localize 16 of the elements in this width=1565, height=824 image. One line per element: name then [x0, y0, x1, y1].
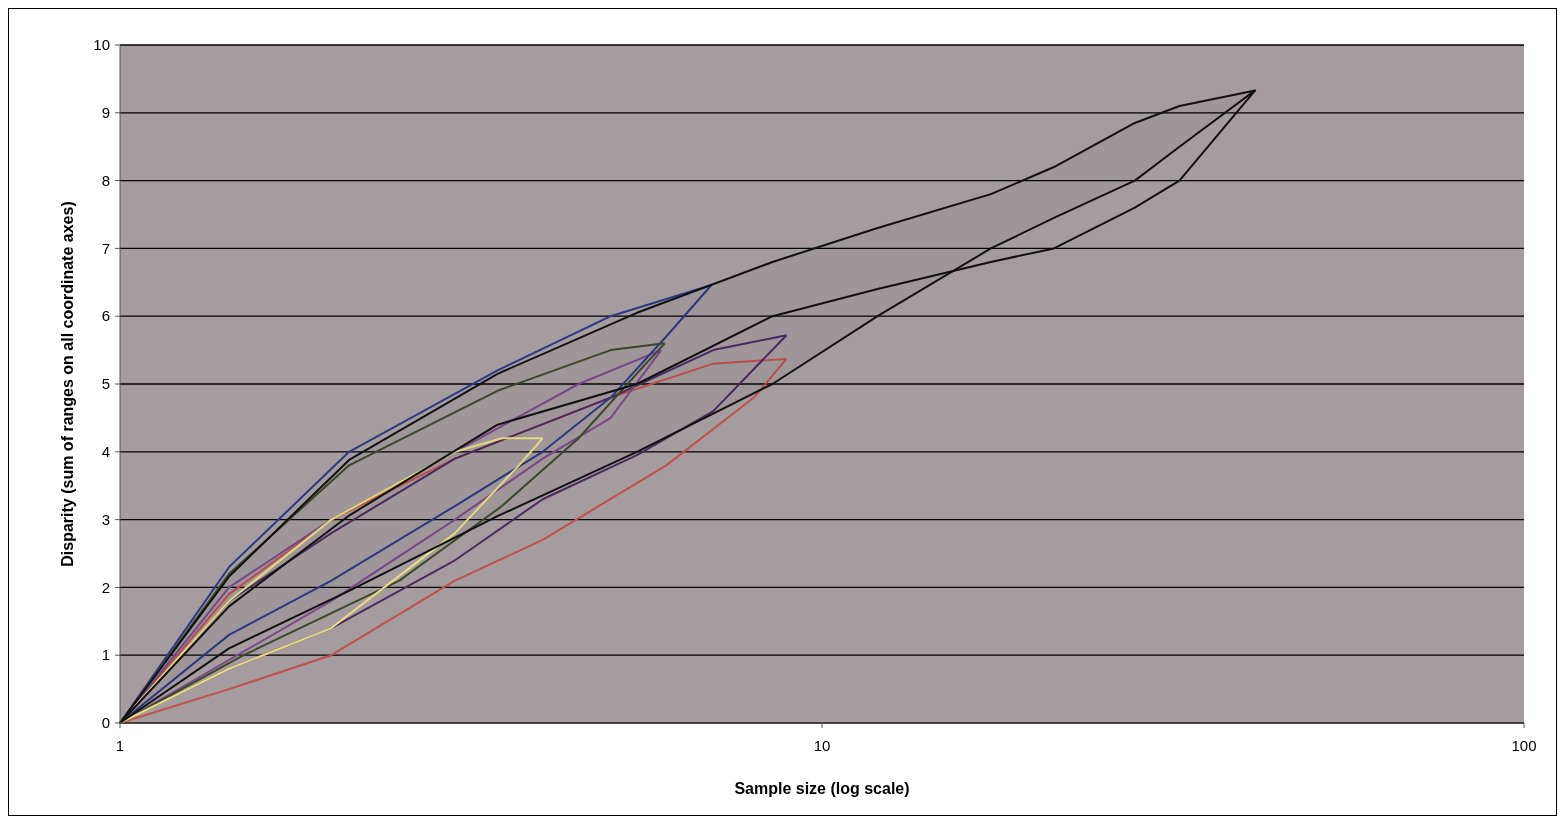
y-tick-label: 0	[101, 714, 110, 732]
y-axis-title: Disparity (sum of ranges on all coordinate axes)	[59, 201, 76, 567]
x-axis-title: Sample size (log scale)	[734, 780, 910, 797]
x-tick-label: 100	[1511, 737, 1537, 754]
y-tick-label: 10	[93, 36, 110, 54]
y-tick-label: 6	[101, 307, 110, 325]
y-tick-label: 9	[101, 104, 110, 122]
y-tick-label: 4	[101, 443, 110, 461]
y-tick-label: 1	[101, 646, 110, 664]
y-tick-label: 2	[101, 578, 110, 596]
y-tick-label: 8	[101, 171, 110, 189]
y-tick-label: 5	[101, 375, 110, 393]
x-tick-label: 10	[813, 737, 831, 754]
y-tick-label: 3	[101, 510, 110, 528]
y-tick-label: 7	[101, 239, 110, 257]
x-tick-label: 1	[115, 737, 125, 754]
